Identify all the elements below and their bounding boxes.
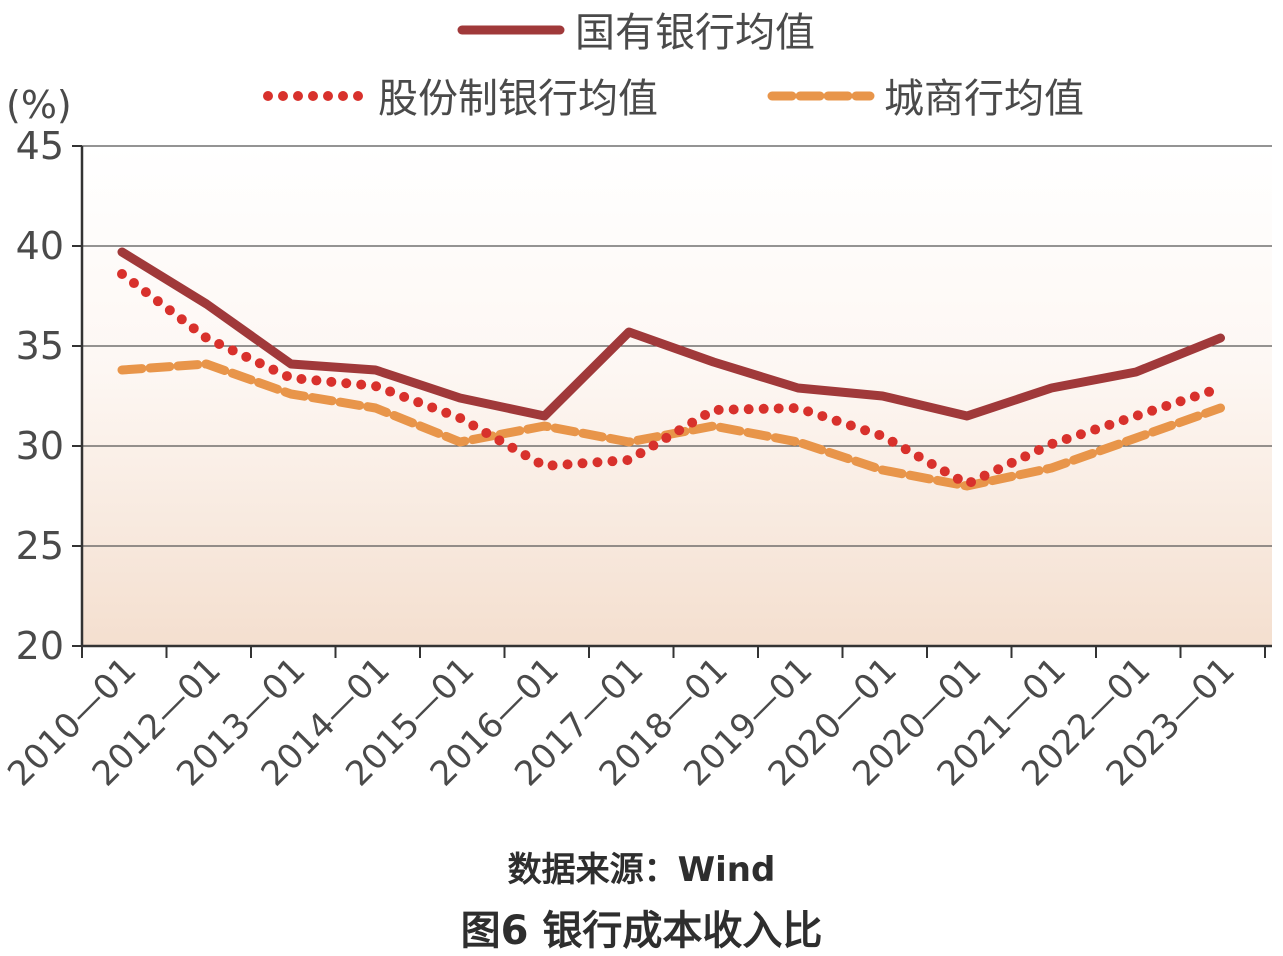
unit-label: (%) [6,83,72,127]
legend-label-2: 城商行均值 [884,76,1084,122]
y-tick-label: 40 [16,224,64,268]
data-point [627,458,631,462]
data-point [289,392,293,396]
data-point [1134,436,1138,440]
data-point [543,464,547,468]
data-point [712,424,716,428]
data-point [1219,386,1223,390]
data-point [374,406,378,410]
data-point [543,424,547,428]
data-point [120,368,124,372]
data-point [1134,414,1138,418]
series-line-2 [117,359,1225,491]
data-point [881,394,885,398]
data-point [289,376,293,380]
legend-label-0: 国有银行均值 [575,10,815,56]
data-point [1134,370,1138,374]
data-point [881,434,885,438]
y-tick-label: 45 [16,124,64,168]
data-point [205,362,209,366]
series-line-1 [117,269,1226,489]
data-point [374,368,378,372]
data-point [1050,386,1054,390]
data-point [881,468,885,472]
data-point [1219,406,1223,410]
data-point [120,250,124,254]
y-tick-label: 20 [16,624,64,668]
data-point [458,440,462,444]
y-tick-label: 25 [16,524,64,568]
data-point [1050,466,1054,470]
data-point [289,362,293,366]
data-point [965,414,969,418]
data-point [712,360,716,364]
legend-label-1: 股份制银行均值 [378,76,658,122]
y-tick-label: 30 [16,424,64,468]
data-source: 数据来源：Wind [507,850,776,890]
data-point [796,406,800,410]
data-point [120,272,124,276]
data-point [374,384,378,388]
data-point [543,414,547,418]
data-point [627,330,631,334]
data-point [627,440,631,444]
data-point [712,408,716,412]
y-tick-label: 35 [16,324,64,368]
data-point [1219,336,1223,340]
data-point [1050,442,1054,446]
data-point [458,416,462,420]
data-point [458,396,462,400]
data-point [205,302,209,306]
plot-area [82,146,1272,646]
figure-caption: 图6 银行成本收入比 [460,908,823,954]
series-line-0 [117,247,1225,421]
data-point [796,440,800,444]
data-point [796,386,800,390]
data-point [205,336,209,340]
data-point [965,482,969,486]
chart: 2025303540452010—012012—012013—012014—01… [0,10,1272,794]
